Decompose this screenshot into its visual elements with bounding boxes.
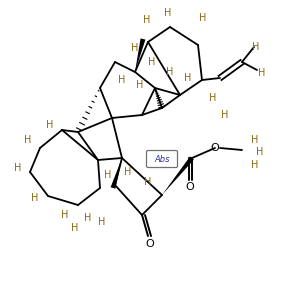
Text: H: H — [31, 193, 39, 203]
Text: H: H — [256, 147, 264, 157]
Text: O: O — [186, 182, 194, 192]
Polygon shape — [111, 158, 122, 189]
Text: H: H — [209, 93, 217, 103]
Text: H: H — [221, 110, 229, 120]
Text: H: H — [98, 217, 106, 227]
Text: H: H — [184, 73, 192, 83]
Text: H: H — [14, 163, 22, 173]
Text: H: H — [252, 42, 260, 52]
Polygon shape — [162, 156, 194, 195]
Text: H: H — [251, 135, 259, 145]
Text: O: O — [146, 239, 154, 249]
Text: H: H — [71, 223, 79, 233]
Text: H: H — [24, 135, 32, 145]
Text: H: H — [251, 160, 259, 170]
Text: H: H — [258, 68, 266, 78]
Polygon shape — [135, 38, 145, 72]
Text: H: H — [144, 177, 152, 187]
FancyBboxPatch shape — [146, 151, 178, 168]
Text: H: H — [136, 80, 144, 90]
Text: H: H — [166, 67, 174, 77]
Text: H: H — [164, 8, 172, 18]
Text: H: H — [131, 43, 139, 53]
Text: H: H — [118, 75, 126, 85]
Text: H: H — [148, 57, 156, 67]
Text: H: H — [143, 15, 151, 25]
Text: H: H — [124, 167, 132, 177]
Text: H: H — [104, 170, 112, 180]
Text: H: H — [84, 213, 92, 223]
Text: H: H — [46, 120, 54, 130]
Text: H: H — [199, 13, 207, 23]
Text: O: O — [211, 143, 219, 153]
Text: Abs: Abs — [154, 154, 170, 164]
Text: H: H — [61, 210, 69, 220]
